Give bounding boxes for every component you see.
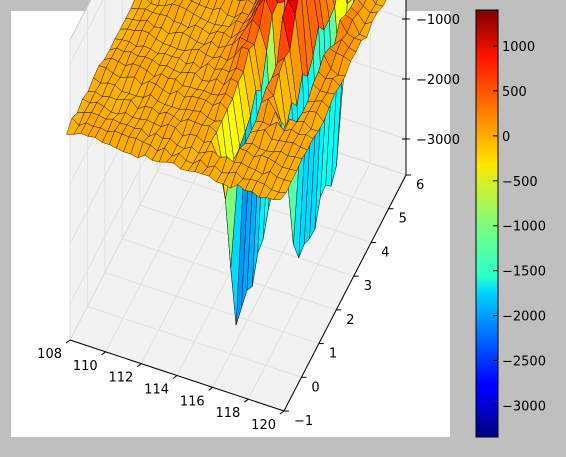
y-tick-label: 4 [381, 245, 389, 260]
z-tick-label: −2000 [416, 73, 460, 88]
colorbar-tick-label: 0 [502, 130, 510, 145]
x-tick [172, 375, 178, 379]
colorbar-tick-label: 1000 [502, 40, 535, 55]
colorbar-tick-label: −3000 [502, 400, 546, 415]
x-tick-label: 116 [180, 394, 205, 409]
y-tick-label: 3 [364, 279, 372, 294]
colorbar-tick-label: −1500 [502, 265, 546, 280]
colorbar-fill [475, 9, 499, 438]
x-tick [279, 410, 285, 415]
y-tick-label: 1 [329, 347, 337, 362]
y-tick-label: 2 [346, 313, 354, 328]
grid-line-z [69, 0, 135, 125]
colorbar-tick-label: 500 [502, 85, 527, 100]
y-tick-label: −1 [294, 414, 313, 429]
y-tick-label: 5 [399, 212, 407, 227]
x-tick-label: 114 [144, 383, 169, 398]
colorbar-tick-label: −2000 [502, 310, 546, 325]
x-tick [208, 386, 213, 391]
x-tick [137, 363, 142, 368]
x-tick [65, 339, 71, 344]
y-tick-label: 6 [416, 178, 424, 193]
x-tick [101, 351, 106, 356]
y-axis-line [283, 174, 407, 412]
z-tick-label: −1000 [416, 13, 460, 28]
colorbar-ticks: 1000 500 0 −500 −1000 −1500 −2000 −2500 −3000 [493, 40, 546, 415]
colorbar-tick-label: −1000 [502, 220, 546, 235]
x-tick-label: 120 [251, 418, 276, 433]
colorbar-tick-label: −500 [502, 175, 538, 190]
x-tick-label: 112 [109, 371, 134, 386]
colorbar: 1000 500 0 −500 −1000 −1500 −2000 −2500 −3000 [475, 9, 546, 438]
x-tick-label: 108 [37, 347, 62, 362]
x-tick-label: 118 [216, 406, 241, 421]
surface-facet [272, 191, 287, 200]
y-tick-label: 0 [311, 380, 319, 395]
z-tick-label: −3000 [416, 133, 460, 148]
colorbar-tick-label: −2500 [502, 355, 546, 370]
x-tick [244, 398, 249, 403]
surface-mesh [66, 0, 387, 326]
surface-facet [332, 0, 337, 7]
axes-ticks-and-labels: 108110112114116118120−1012345610000−1000… [37, 0, 460, 433]
x-tick-label: 110 [73, 359, 98, 374]
